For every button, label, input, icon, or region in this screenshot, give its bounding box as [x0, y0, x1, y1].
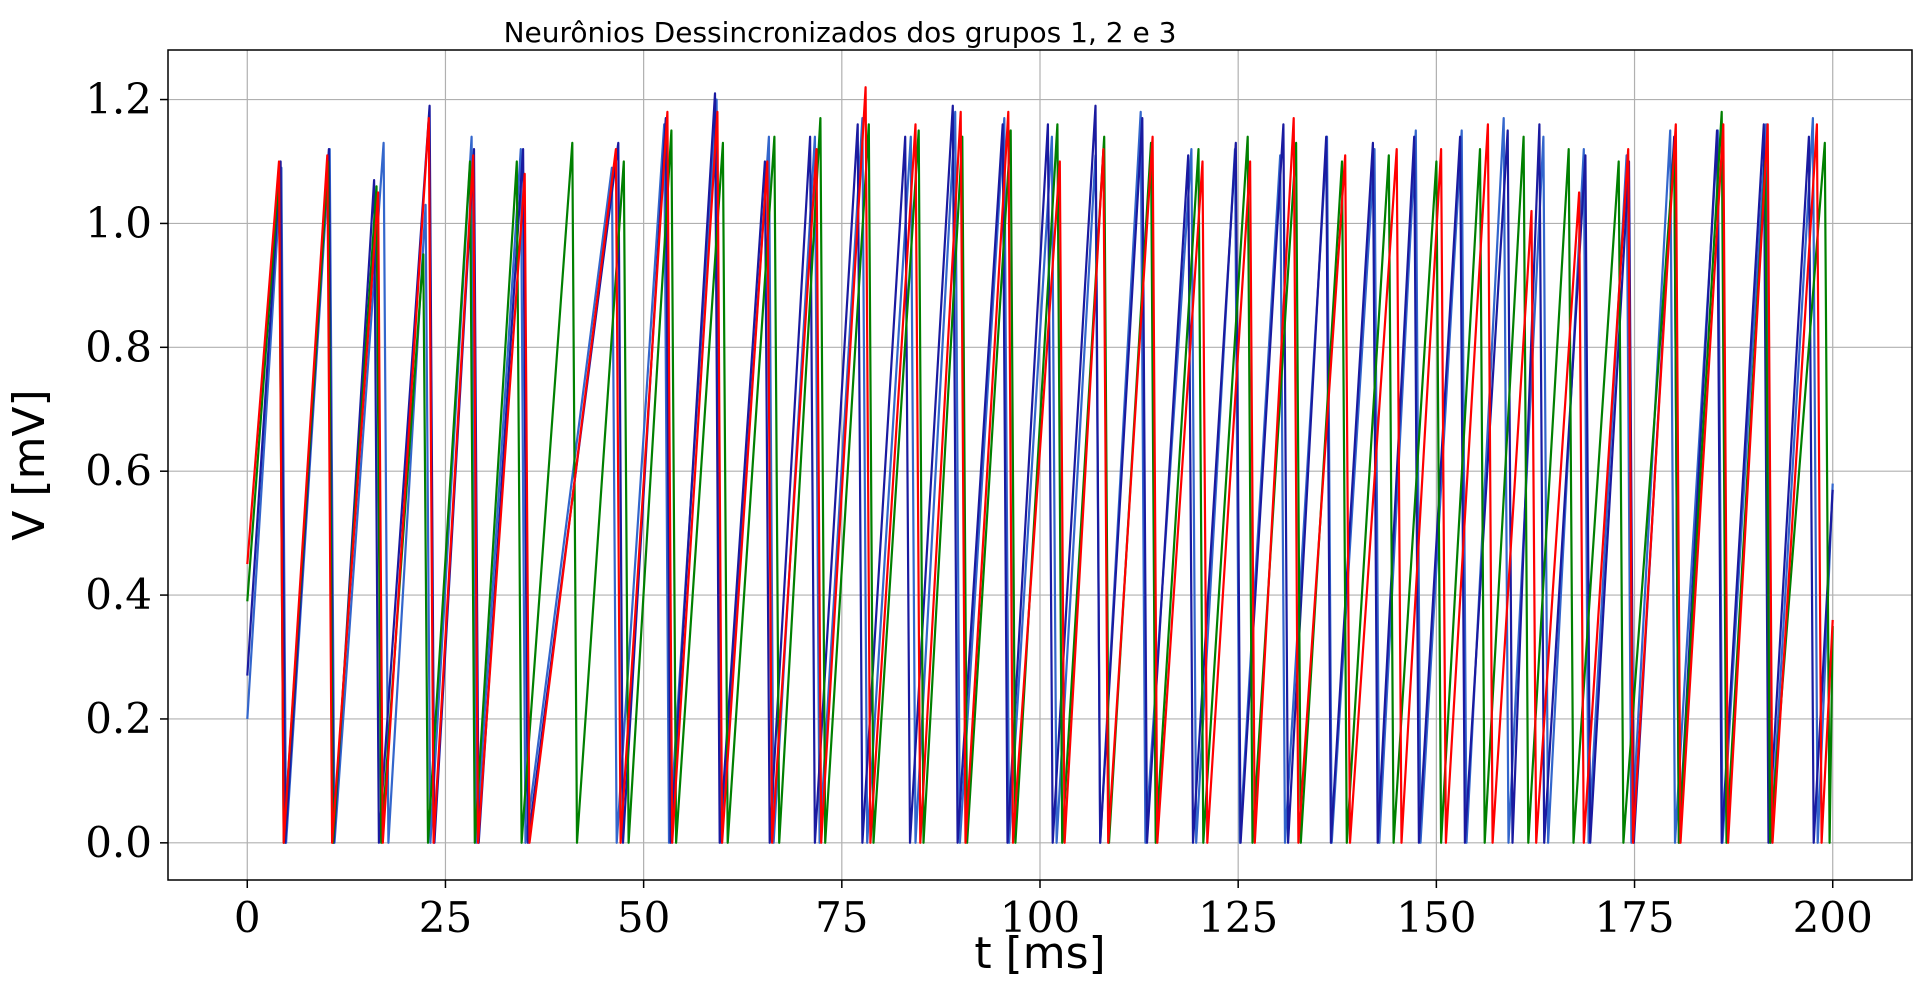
x-tick-label: 75 — [815, 893, 868, 942]
x-tick-label: 0 — [234, 893, 261, 942]
series-layer — [246, 86, 1834, 844]
y-tick-label: 1.0 — [85, 198, 152, 247]
series-line-4 — [246, 86, 1834, 844]
x-tick-label: 50 — [617, 893, 670, 942]
x-tick-label: 125 — [1198, 893, 1278, 942]
x-axis-label: t [ms] — [974, 928, 1105, 979]
chart-title: Neurônios Dessincronizados dos grupos 1,… — [504, 16, 1177, 49]
x-tick-label: 25 — [419, 893, 472, 942]
y-tick-label: 1.2 — [85, 75, 152, 124]
series-line-2 — [246, 92, 1834, 844]
y-tick-label: 0.6 — [85, 446, 152, 495]
y-tick-label: 0.2 — [85, 694, 152, 743]
x-tick-label: 100 — [1000, 893, 1080, 942]
y-tick-label: 0.0 — [85, 818, 152, 867]
y-tick-label: 0.8 — [85, 322, 152, 371]
y-tick-label: 0.4 — [85, 570, 152, 619]
x-tick-label: 150 — [1396, 893, 1476, 942]
x-tick-label: 200 — [1793, 893, 1873, 942]
x-tick-label: 175 — [1594, 893, 1674, 942]
axis-ticks: 0 25 50 75 100 125 150 175 200 0.0 0.2 0.4 0.6 0.8 1.0… — [85, 75, 1873, 942]
y-axis-label: V [mV] — [4, 389, 55, 540]
